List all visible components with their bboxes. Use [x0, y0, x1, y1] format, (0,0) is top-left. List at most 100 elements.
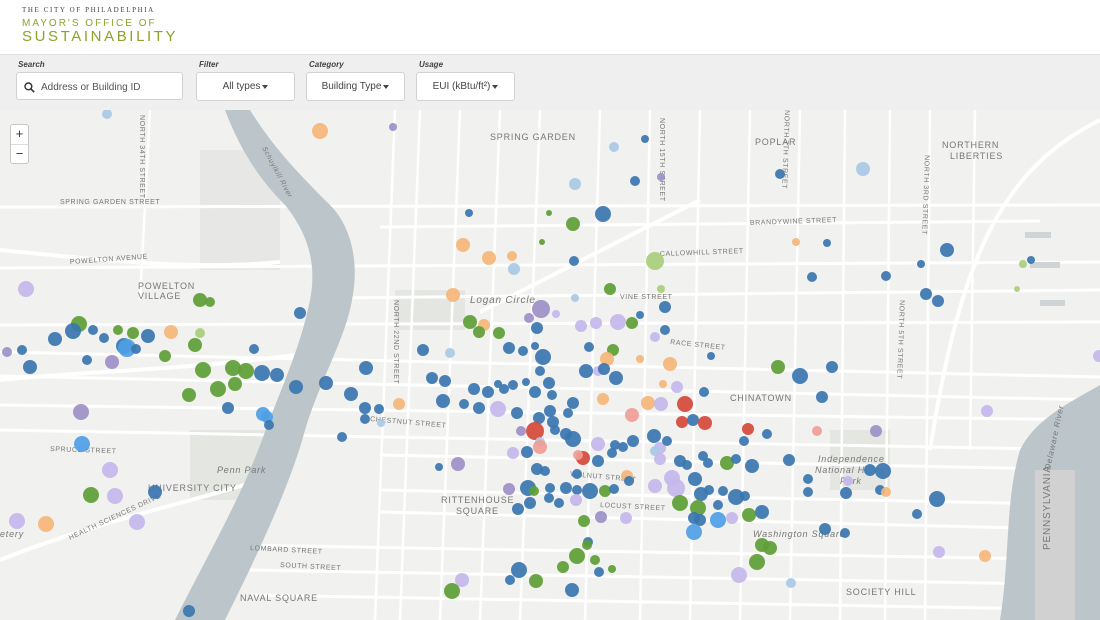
- building-marker[interactable]: [704, 485, 714, 495]
- building-marker[interactable]: [560, 482, 572, 494]
- building-marker[interactable]: [783, 454, 795, 466]
- building-marker[interactable]: [249, 344, 259, 354]
- building-marker[interactable]: [641, 396, 655, 410]
- building-marker[interactable]: [571, 294, 579, 302]
- building-marker[interactable]: [82, 355, 92, 365]
- building-marker[interactable]: [417, 344, 429, 356]
- building-marker[interactable]: [912, 509, 922, 519]
- building-marker[interactable]: [856, 162, 870, 176]
- building-marker[interactable]: [554, 498, 564, 508]
- category-dropdown[interactable]: Building Type: [306, 72, 405, 101]
- building-marker[interactable]: [389, 123, 397, 131]
- building-marker[interactable]: [508, 263, 520, 275]
- building-marker[interactable]: [83, 487, 99, 503]
- building-marker[interactable]: [979, 550, 991, 562]
- building-marker[interactable]: [319, 376, 333, 390]
- building-marker[interactable]: [648, 479, 662, 493]
- building-marker[interactable]: [579, 364, 593, 378]
- building-marker[interactable]: [23, 360, 37, 374]
- building-marker[interactable]: [565, 583, 579, 597]
- building-marker[interactable]: [676, 416, 688, 428]
- building-marker[interactable]: [9, 513, 25, 529]
- building-marker[interactable]: [707, 352, 715, 360]
- zoom-in-button[interactable]: +: [11, 125, 28, 145]
- building-marker[interactable]: [881, 487, 891, 497]
- building-marker[interactable]: [512, 503, 524, 515]
- building-marker[interactable]: [465, 209, 473, 217]
- building-marker[interactable]: [159, 350, 171, 362]
- building-marker[interactable]: [74, 436, 90, 452]
- building-marker[interactable]: [468, 383, 480, 395]
- building-marker[interactable]: [164, 325, 178, 339]
- building-marker[interactable]: [107, 488, 123, 504]
- building-marker[interactable]: [531, 463, 543, 475]
- building-marker[interactable]: [807, 272, 817, 282]
- building-marker[interactable]: [718, 486, 728, 496]
- building-marker[interactable]: [131, 344, 141, 354]
- building-marker[interactable]: [566, 217, 580, 231]
- building-marker[interactable]: [624, 476, 634, 486]
- building-marker[interactable]: [360, 414, 370, 424]
- building-marker[interactable]: [745, 459, 759, 473]
- building-marker[interactable]: [726, 512, 738, 524]
- building-marker[interactable]: [703, 458, 713, 468]
- building-marker[interactable]: [533, 412, 545, 424]
- building-marker[interactable]: [294, 307, 306, 319]
- building-marker[interactable]: [17, 345, 27, 355]
- building-marker[interactable]: [444, 583, 460, 599]
- building-marker[interactable]: [569, 548, 585, 564]
- building-marker[interactable]: [610, 440, 620, 450]
- building-marker[interactable]: [575, 320, 587, 332]
- building-marker[interactable]: [254, 365, 270, 381]
- usage-dropdown[interactable]: EUI (kBtu/ft²): [416, 72, 515, 101]
- building-marker[interactable]: [508, 380, 518, 390]
- building-marker[interactable]: [451, 457, 465, 471]
- building-marker[interactable]: [377, 419, 385, 427]
- building-marker[interactable]: [598, 363, 610, 375]
- building-marker[interactable]: [529, 486, 539, 496]
- building-marker[interactable]: [113, 325, 123, 335]
- building-marker[interactable]: [507, 251, 517, 261]
- building-marker[interactable]: [657, 173, 665, 181]
- building-marker[interactable]: [545, 483, 555, 493]
- building-marker[interactable]: [917, 260, 925, 268]
- building-marker[interactable]: [195, 362, 211, 378]
- building-marker[interactable]: [535, 349, 551, 365]
- building-marker[interactable]: [344, 387, 358, 401]
- building-marker[interactable]: [812, 426, 822, 436]
- building-marker[interactable]: [264, 420, 274, 430]
- building-marker[interactable]: [932, 295, 944, 307]
- building-marker[interactable]: [543, 377, 555, 389]
- building-marker[interactable]: [524, 313, 534, 323]
- zoom-out-button[interactable]: −: [15, 146, 24, 161]
- building-marker[interactable]: [141, 329, 155, 343]
- building-marker[interactable]: [446, 288, 460, 302]
- building-marker[interactable]: [529, 574, 543, 588]
- building-marker[interactable]: [524, 497, 536, 509]
- building-marker[interactable]: [803, 474, 813, 484]
- building-marker[interactable]: [183, 605, 195, 617]
- building-marker[interactable]: [620, 512, 632, 524]
- building-marker[interactable]: [875, 463, 891, 479]
- building-marker[interactable]: [225, 360, 241, 376]
- building-marker[interactable]: [595, 511, 607, 523]
- building-marker[interactable]: [599, 485, 611, 497]
- building-marker[interactable]: [102, 462, 118, 478]
- building-marker[interactable]: [533, 440, 547, 454]
- building-marker[interactable]: [731, 454, 741, 464]
- building-marker[interactable]: [337, 432, 347, 442]
- building-marker[interactable]: [439, 375, 451, 387]
- building-marker[interactable]: [482, 386, 494, 398]
- building-marker[interactable]: [667, 479, 685, 497]
- building-marker[interactable]: [238, 363, 254, 379]
- building-marker[interactable]: [195, 328, 205, 338]
- building-marker[interactable]: [755, 505, 769, 519]
- building-marker[interactable]: [775, 169, 785, 179]
- building-marker[interactable]: [503, 342, 515, 354]
- building-marker[interactable]: [127, 327, 139, 339]
- building-marker[interactable]: [1093, 350, 1100, 362]
- building-marker[interactable]: [531, 342, 539, 350]
- building-marker[interactable]: [609, 142, 619, 152]
- building-marker[interactable]: [662, 436, 672, 446]
